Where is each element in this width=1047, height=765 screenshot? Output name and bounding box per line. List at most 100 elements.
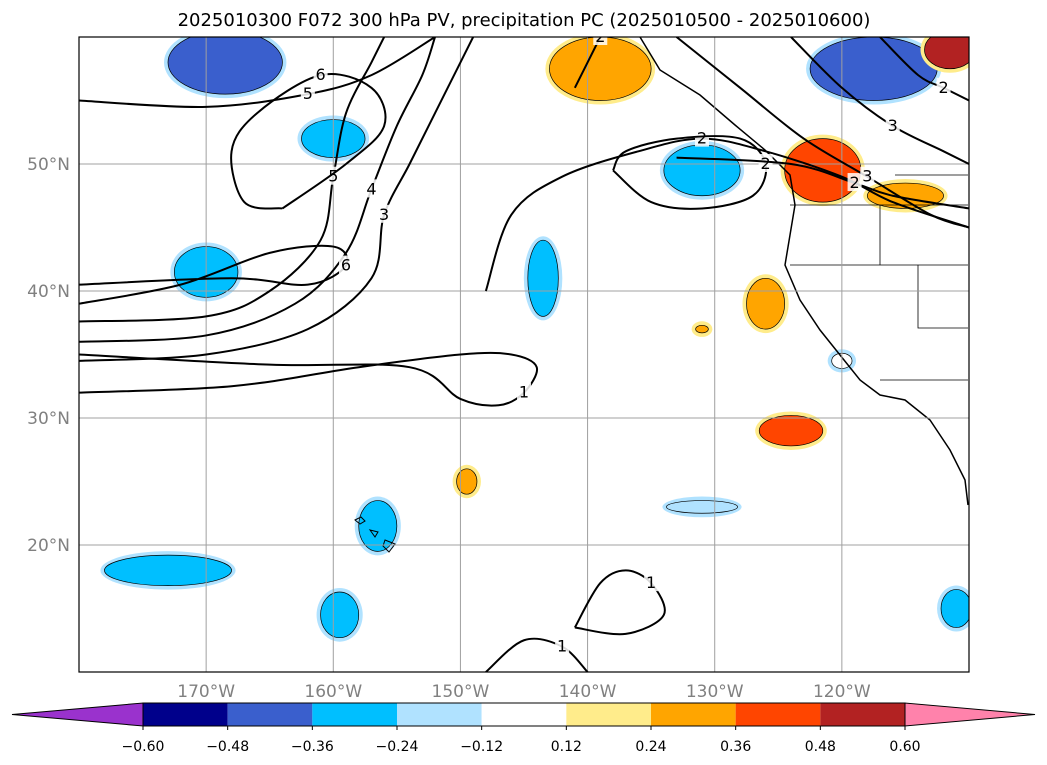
contour-label-bg: [847, 173, 862, 192]
contour-label: 1: [557, 637, 567, 656]
colorbar-tick-label: 0.48: [805, 739, 836, 755]
chart-title: 2025010300 F072 300 hPa PV, precipitatio…: [178, 10, 871, 31]
colorbar-tick-label: 0.36: [720, 739, 751, 755]
colorbar-tick-label: 0.60: [889, 739, 920, 755]
contour-label: 2: [849, 173, 859, 192]
hawaii-islands: [354, 516, 396, 553]
colorbar-swatch: [312, 703, 397, 726]
precip-blob: [924, 37, 969, 70]
contour-label-bg: [860, 166, 875, 185]
lon-tick-label: 150°W: [432, 682, 490, 702]
colorbar-swatch: [566, 703, 651, 726]
pv-contour-line: [485, 637, 589, 672]
contour-label: 2: [938, 78, 948, 97]
contour-label: 4: [366, 179, 376, 198]
lon-tick-label: 130°W: [686, 682, 744, 702]
colorbar-swatch: [735, 703, 821, 726]
colorbar-tick-label: −0.60: [122, 739, 165, 755]
colorbar-tick-label: −0.12: [460, 739, 503, 755]
lon-tick-label: 120°W: [813, 682, 871, 702]
precip-blob: [104, 554, 232, 586]
north-america-coastline: [639, 36, 969, 506]
lon-tick-label: 160°W: [304, 682, 362, 702]
contour-label: 5: [328, 167, 338, 186]
precip-blob: [666, 500, 738, 514]
pv-contour-line: [79, 351, 539, 407]
lat-tick-label: 50°N: [27, 155, 70, 175]
precip-blob: [940, 589, 969, 628]
lat-tick-label: 20°N: [27, 536, 70, 556]
precip-blob: [358, 500, 398, 552]
colorbar-tick-label: 0.12: [551, 739, 582, 755]
map-frame: [78, 36, 970, 673]
contour-label: 2: [697, 129, 707, 148]
contour-label-bg: [695, 128, 709, 147]
precip-blob: [809, 37, 938, 101]
colorbar-outline: [142, 702, 906, 727]
contour-label-bg: [300, 84, 315, 103]
lat-tick-label: 40°N: [27, 282, 70, 302]
state-borders: [790, 174, 968, 381]
contour-label: 6: [315, 65, 325, 84]
precipitation-shading: [100, 37, 969, 642]
lon-tick-label: 140°W: [559, 682, 617, 702]
precip-blob: [320, 591, 360, 639]
contour-label: 2: [595, 27, 605, 46]
contour-label: 3: [379, 205, 389, 224]
contour-label: 3: [888, 116, 898, 135]
colorbar-tick-label: −0.48: [206, 739, 249, 755]
longitude-labels: 170°W 160°W 150°W 140°W 130°W 120°W: [177, 682, 871, 702]
pv-contour-line: [675, 37, 969, 229]
contour-label-bg: [517, 382, 531, 401]
precip-blob: [456, 468, 478, 495]
precip-blob: [549, 37, 652, 101]
colorbar-extend-high: [904, 702, 1036, 727]
contour-label-bg: [377, 204, 392, 223]
contour-label-bg: [593, 37, 608, 45]
contour-label-bg: [364, 179, 379, 198]
pv-contour-line: [879, 37, 969, 102]
pv-contour-line: [79, 37, 436, 343]
lat-tick-label: 30°N: [27, 409, 70, 429]
colorbar-tick-label: −0.36: [291, 739, 334, 755]
colorbar-extend-low: [11, 702, 144, 727]
coastline: [354, 36, 969, 553]
contour-label-bg: [555, 636, 570, 655]
colorbar: −0.60 −0.48 −0.36 −0.24 −0.12 0.12 0.24 0.36 0.4…: [11, 702, 1036, 755]
contour-label-bg: [936, 77, 951, 96]
contour-label-bg: [758, 154, 773, 172]
latitude-labels: 20°N 30°N 40°N 50°N: [27, 155, 70, 556]
contour-label: 1: [646, 573, 656, 592]
contour-label: 1: [519, 383, 529, 402]
colorbar-swatch: [481, 703, 567, 726]
colorbar-swatch: [651, 703, 736, 726]
gridlines: [79, 37, 969, 672]
precip-blob: [746, 277, 785, 330]
contour-label-bg: [339, 255, 353, 274]
pv-contour-line: [79, 37, 386, 323]
colorbar-tick-label: 0.24: [635, 739, 666, 755]
contour-label-bg: [644, 573, 659, 592]
pv-contour-line: [79, 37, 475, 362]
precip-blob: [663, 144, 741, 197]
precip-blob: [167, 37, 283, 95]
contour-label: 2: [760, 154, 770, 173]
contour-label-bg: [885, 115, 900, 134]
contour-label: 3: [862, 167, 872, 186]
colorbar-swatch: [227, 703, 313, 726]
precip-blob: [758, 415, 824, 447]
colorbar-swatch: [143, 703, 228, 726]
colorbar-tick-label: −0.24: [376, 739, 419, 755]
contour-label-bg: [313, 65, 328, 84]
precip-blob: [695, 324, 709, 334]
colorbar-swatch: [397, 703, 482, 726]
precip-blob: [527, 239, 559, 317]
contour-label: 6: [341, 256, 351, 275]
colorbar-swatch: [820, 703, 905, 726]
lon-tick-label: 170°W: [177, 682, 235, 702]
pv-contour-line: [79, 37, 436, 108]
contour-label: 5: [303, 84, 313, 103]
pv-contour-line: [79, 244, 349, 305]
